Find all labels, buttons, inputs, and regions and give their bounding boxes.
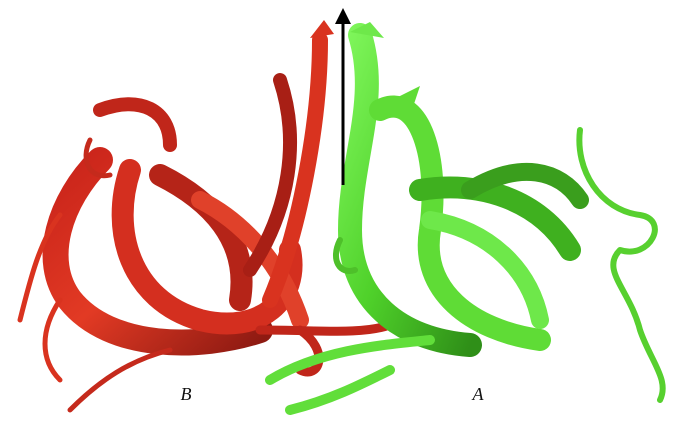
protein-a <box>270 22 663 410</box>
chain-label: B <box>181 384 192 404</box>
chain-label: A <box>472 384 485 404</box>
figure: B A <box>0 0 678 427</box>
